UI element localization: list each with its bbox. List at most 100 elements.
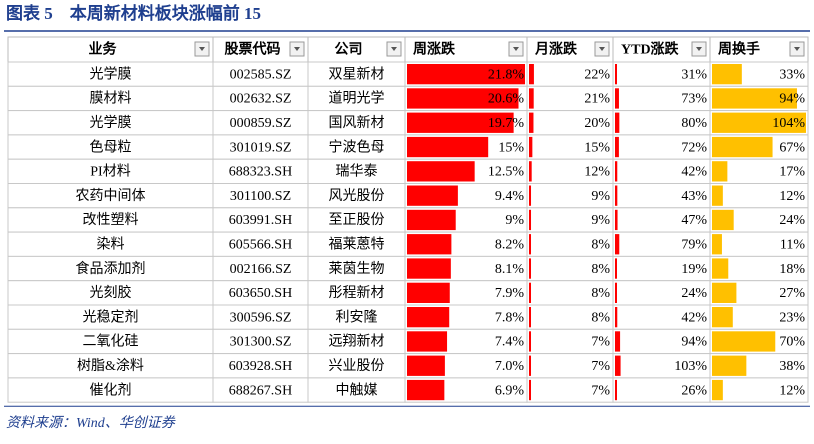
header-label: 公司: [335, 42, 363, 58]
data-bar: [407, 209, 456, 231]
cell-value: 38%: [779, 359, 805, 374]
cell: [7, 304, 214, 330]
data-bar: [712, 112, 806, 133]
cell-value: 94%: [681, 335, 707, 350]
cell: [307, 207, 406, 233]
cell-text: 至正股份: [329, 212, 385, 228]
cell: [7, 280, 214, 306]
cell: [709, 231, 809, 257]
cell-text: 301019.SZ: [230, 140, 292, 155]
cell: [612, 207, 711, 233]
cell: [612, 61, 711, 87]
cell-text: 688323.SH: [229, 165, 292, 180]
cell-value: 12.5%: [488, 165, 525, 180]
data-bar: [615, 112, 620, 133]
filter-arrow: [513, 47, 519, 51]
data-bar: [407, 64, 525, 85]
cell: [526, 85, 614, 112]
data-bar: [529, 64, 534, 85]
cell-text: 催化剂: [90, 382, 132, 398]
cell-value: 67%: [779, 140, 805, 155]
data-bar: [712, 331, 776, 352]
cell-value: 9%: [591, 213, 610, 228]
cell-text: 605566.SH: [229, 237, 292, 252]
figure-title: 图表 5 本周新材料板块涨幅前 15: [6, 3, 261, 23]
cell-text: 莱茵生物: [329, 261, 385, 277]
data-bar: [529, 355, 531, 376]
cell-text: 000859.SZ: [230, 116, 292, 131]
cell: [709, 183, 809, 209]
cell-value: 18%: [779, 262, 805, 277]
cell-value: 79%: [681, 237, 707, 252]
cell-value: 6.9%: [495, 383, 525, 398]
cell: [612, 280, 711, 306]
cell: [307, 158, 406, 184]
data-bar: [712, 307, 733, 328]
cell: [212, 231, 309, 257]
cell-value: 42%: [681, 310, 707, 325]
cell-text: 603650.SH: [229, 286, 292, 301]
cell: [212, 134, 309, 160]
cell-text: 改性塑料: [83, 212, 139, 228]
cell-value: 22%: [584, 67, 610, 82]
cell-value: 7.4%: [495, 335, 525, 350]
cell-value: 8.1%: [495, 262, 525, 277]
cell-value: 8%: [591, 237, 610, 252]
cell-value: 47%: [681, 213, 707, 228]
cell-text: PI材料: [90, 164, 130, 180]
cell-value: 8.2%: [495, 237, 525, 252]
cell-value: 15%: [584, 140, 610, 155]
cell: [612, 353, 711, 379]
cell: [612, 134, 711, 160]
cell-text: 301100.SZ: [230, 189, 291, 204]
data-bar: [407, 258, 451, 279]
cell: [212, 328, 309, 355]
cell-text: 风光股份: [329, 188, 385, 204]
cell: [526, 110, 614, 136]
data-bar: [529, 331, 531, 352]
cell: [212, 85, 309, 112]
data-bar: [615, 307, 618, 328]
data-bar: [712, 355, 747, 376]
cell-text: 光稳定剂: [83, 309, 139, 325]
data-bar: [615, 161, 618, 182]
header-label: 月涨跌: [534, 42, 578, 58]
cell: [526, 280, 614, 306]
data-bar: [615, 88, 619, 109]
data-bar: [712, 88, 797, 109]
cell-text: 二氧化硅: [83, 334, 139, 350]
data-bar: [712, 64, 742, 85]
cell: [212, 61, 309, 87]
cell-text: 食品添加剂: [76, 260, 146, 277]
cell-text: 染料: [97, 236, 125, 252]
data-bar: [407, 234, 452, 255]
cell-text: 膜材料: [90, 91, 132, 107]
data-bar: [615, 282, 617, 303]
cell: [7, 255, 214, 282]
cell-text: 002585.SZ: [230, 67, 292, 82]
cell: [7, 134, 214, 160]
cell-value: 12%: [584, 165, 610, 180]
cell-value: 20%: [584, 116, 610, 131]
cell-value: 19%: [681, 262, 707, 277]
cell-text: 002166.SZ: [230, 262, 292, 277]
data-bar: [529, 88, 534, 109]
data-bar: [407, 161, 475, 182]
cell-value: 23%: [779, 310, 805, 325]
cell: [7, 61, 214, 87]
cell-value: 7%: [591, 335, 610, 350]
cell: [612, 231, 711, 257]
cell: [709, 377, 809, 403]
cell: [526, 231, 614, 257]
data-bar: [407, 112, 514, 133]
cell-text: 远翔新材: [329, 334, 385, 350]
cell-value: 12%: [779, 189, 805, 204]
data-bar: [712, 234, 722, 255]
cell-value: 43%: [681, 189, 707, 204]
cell-text: 瑞华泰: [336, 164, 378, 180]
cell: [307, 85, 406, 112]
cell-value: 31%: [681, 67, 707, 82]
cell: [7, 231, 214, 257]
cell-value: 19.7%: [488, 116, 525, 131]
